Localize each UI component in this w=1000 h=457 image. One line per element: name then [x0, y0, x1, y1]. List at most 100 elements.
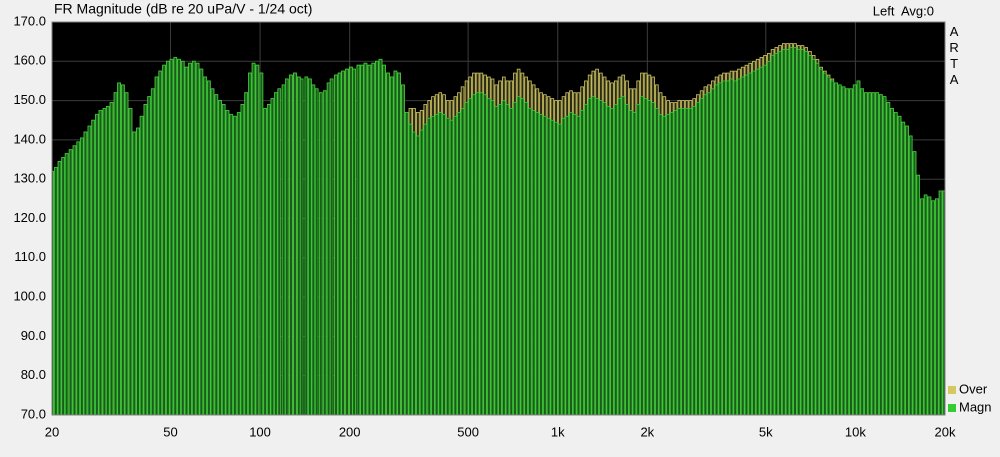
magn-bar	[513, 102, 517, 415]
magn-bar	[184, 66, 189, 415]
magn-bar	[808, 55, 812, 415]
magn-bar	[442, 113, 446, 415]
magn-bar	[617, 98, 622, 415]
magn-bar	[434, 113, 439, 415]
magn-bar	[136, 127, 140, 415]
magn-bar	[221, 104, 226, 415]
magn-bar	[263, 108, 267, 415]
magn-bar	[897, 115, 902, 415]
magn-bar	[502, 100, 506, 415]
magn-bar	[610, 108, 614, 415]
magn-bar	[314, 88, 319, 415]
magn-bar	[845, 88, 850, 415]
magn-bar	[236, 111, 241, 415]
y-tick-label: 80.0	[21, 367, 46, 382]
magn-bar	[927, 196, 932, 415]
magn-bar	[651, 102, 655, 415]
magn-bar	[505, 104, 510, 415]
magn-bar	[774, 53, 779, 415]
magn-bar	[606, 106, 611, 415]
legend-swatch	[948, 404, 956, 412]
magn-bar	[54, 167, 58, 415]
magn-bar	[393, 70, 398, 415]
magn-bar	[628, 110, 633, 415]
magn-bar	[61, 157, 65, 415]
magn-bar	[281, 84, 286, 415]
magn-bar	[483, 94, 487, 415]
magn-bar	[770, 55, 775, 415]
y-tick-label: 120.0	[13, 210, 46, 225]
magn-bar	[166, 60, 170, 415]
magn-bar	[707, 92, 711, 415]
magn-bar	[297, 76, 301, 415]
magn-bar	[543, 115, 547, 415]
magn-bar	[329, 78, 334, 415]
magn-bar	[669, 111, 674, 415]
magn-bar	[397, 72, 401, 415]
magn-bar	[218, 100, 222, 415]
magn-bar	[416, 135, 420, 415]
magn-bar	[744, 74, 749, 415]
magn-bar	[64, 153, 69, 415]
magn-bar	[673, 110, 678, 415]
magn-bar	[76, 141, 81, 415]
magn-bar	[767, 60, 771, 415]
magn-bar	[180, 60, 185, 415]
magn-bar	[128, 108, 133, 415]
magn-bar	[255, 64, 260, 415]
magn-bar	[800, 49, 805, 415]
magn-bar	[386, 72, 390, 415]
magn-bar	[285, 78, 289, 415]
x-tick-label: 200	[339, 424, 361, 439]
bars	[52, 43, 945, 415]
chart-title: FR Magnitude (dB re 20 uPa/V - 1/24 oct)	[54, 1, 312, 17]
magn-bar	[912, 151, 917, 415]
y-tick-label: 70.0	[21, 406, 46, 421]
magn-bar	[535, 111, 540, 415]
magn-bar	[479, 92, 484, 415]
x-tick-label: 5k	[759, 424, 773, 439]
magn-bar	[389, 76, 394, 415]
magn-bar	[207, 80, 211, 415]
magn-bar	[453, 115, 458, 415]
magn-bar	[367, 64, 372, 415]
magn-bar	[240, 104, 245, 415]
magn-bar	[938, 190, 943, 415]
magn-bar	[378, 58, 383, 415]
magn-bar	[401, 84, 405, 415]
magn-bar	[561, 117, 566, 415]
magn-bar	[572, 113, 577, 415]
magn-bar	[150, 88, 155, 415]
magn-bar	[647, 100, 652, 415]
magn-bar	[718, 82, 723, 415]
legend-label: Magn	[959, 399, 992, 414]
magn-bar	[408, 123, 413, 415]
magn-bar	[684, 108, 689, 415]
magn-bar	[91, 119, 95, 415]
magn-bar	[345, 68, 349, 415]
magn-bar	[681, 108, 685, 415]
magn-bar	[334, 74, 338, 415]
magn-bar	[158, 70, 163, 415]
magn-bar	[337, 72, 342, 415]
magn-bar	[852, 84, 857, 415]
magn-bar	[815, 62, 820, 415]
magn-bar	[879, 94, 883, 415]
magn-bar	[714, 84, 719, 415]
magn-bar	[643, 98, 648, 415]
magn-bar	[299, 78, 304, 415]
magn-bar	[737, 78, 741, 415]
magn-bar	[72, 145, 77, 415]
magn-bar	[752, 70, 756, 415]
magn-bar	[931, 200, 935, 415]
magn-bar	[304, 76, 309, 415]
magn-bar	[308, 78, 312, 415]
magn-bar	[781, 49, 786, 415]
magn-bar	[569, 111, 573, 415]
magn-bar	[942, 190, 945, 415]
magn-bar	[662, 115, 667, 415]
magn-bar	[139, 115, 144, 415]
magn-bar	[311, 84, 316, 415]
magn-bar	[595, 98, 599, 415]
